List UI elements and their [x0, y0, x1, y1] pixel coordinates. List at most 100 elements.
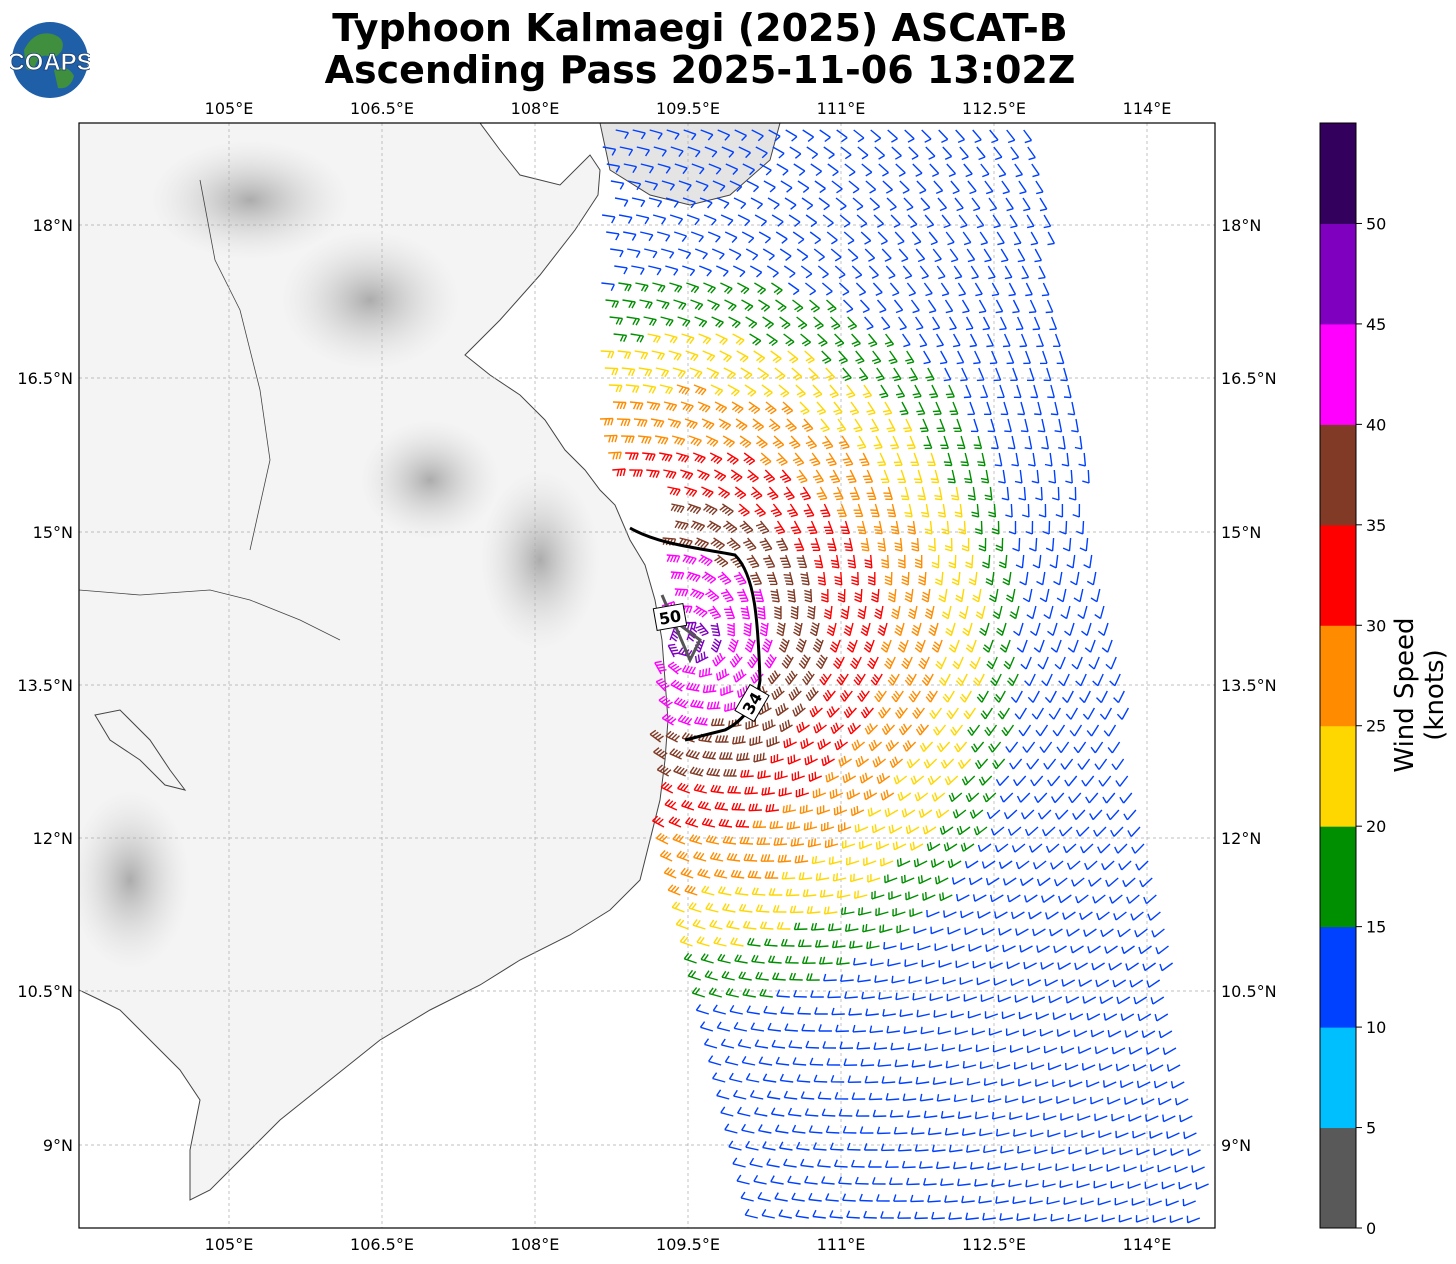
wind-barb	[667, 643, 680, 658]
wind-barb	[996, 1061, 1011, 1070]
wind-barb	[724, 701, 738, 712]
wind-barb	[912, 163, 923, 177]
wind-barb	[705, 588, 720, 602]
wind-barb	[1039, 588, 1050, 603]
wind-barb	[1131, 843, 1145, 854]
wind-barb	[907, 1043, 922, 1051]
wind-barb	[759, 537, 773, 552]
wind-barb	[761, 384, 773, 398]
wind-barb	[999, 639, 1011, 653]
wind-barb	[1050, 1213, 1064, 1222]
wind-barb	[717, 953, 731, 964]
wind-barb	[897, 639, 909, 653]
wind-barb	[702, 350, 716, 362]
wind-barb	[1137, 1013, 1152, 1022]
wind-barb	[892, 908, 906, 917]
wind-barb	[1037, 418, 1046, 433]
wind-barb	[1097, 1197, 1111, 1206]
wind-barb	[1007, 435, 1016, 450]
wind-barb	[1026, 605, 1037, 620]
colorbar-tick: 25	[1366, 717, 1386, 736]
wind-barb	[685, 749, 700, 760]
wind-barb	[883, 486, 893, 501]
lat-tick-left: 15°N	[33, 523, 73, 542]
wind-barb	[950, 486, 960, 501]
wind-barb	[957, 1178, 971, 1187]
wind-barb	[844, 991, 858, 999]
wind-barb	[877, 231, 888, 245]
wind-barb	[860, 706, 874, 719]
wind-barb	[862, 469, 874, 484]
wind-barb	[790, 837, 805, 847]
wind-barb	[719, 503, 734, 517]
lon-tick-bottom: 108°E	[511, 1235, 560, 1254]
wind-barb	[657, 231, 671, 242]
wind-barb	[885, 1093, 900, 1101]
wind-barb	[779, 248, 792, 261]
wind-barb	[774, 770, 788, 781]
wind-barb	[718, 486, 731, 499]
wind-barb	[855, 350, 865, 365]
wind-barb	[982, 554, 991, 569]
wind-barb	[982, 316, 991, 331]
wind-barb	[879, 924, 893, 934]
wind-barb	[977, 843, 992, 853]
wind-barb	[847, 248, 859, 262]
wind-barb	[821, 350, 832, 364]
wind-barb	[716, 668, 730, 681]
wind-barb	[859, 452, 870, 467]
wind-barb	[734, 129, 747, 141]
wind-barb	[744, 384, 757, 397]
wind-barb	[978, 775, 993, 786]
wind-barb	[1028, 299, 1037, 314]
wind-barb	[702, 750, 717, 760]
wind-barb	[1128, 1047, 1143, 1055]
wind-barb	[793, 622, 803, 637]
wind-barb	[930, 469, 940, 484]
wind-barb	[838, 1108, 853, 1117]
wind-barb	[665, 265, 679, 276]
wind-barb	[751, 954, 765, 964]
wind-barb	[904, 959, 918, 968]
lon-tick-bottom: 114°E	[1123, 1235, 1172, 1254]
wind-barb	[663, 401, 678, 412]
wind-barb	[1043, 758, 1057, 770]
wind-barb	[706, 701, 721, 710]
wind-barb	[936, 333, 944, 348]
lat-tick-left: 12°N	[33, 829, 73, 848]
wind-barb	[991, 1179, 1005, 1187]
wind-barb	[693, 851, 707, 862]
wind-barb	[982, 639, 994, 653]
wind-barb	[710, 384, 724, 396]
wind-barb	[771, 686, 785, 701]
wind-barb	[736, 1174, 750, 1185]
wind-barb	[684, 418, 698, 430]
wind-barb	[927, 775, 942, 786]
wind-barb	[791, 1124, 806, 1134]
wind-barb	[1021, 1162, 1035, 1171]
wind-barb	[1079, 690, 1091, 704]
wind-barb	[1120, 1013, 1135, 1022]
wind-barb	[1020, 809, 1035, 820]
wind-barb	[653, 747, 668, 760]
wind-barb	[825, 367, 836, 381]
wind-barb	[669, 748, 684, 760]
wind-barb	[1028, 452, 1036, 467]
wind-barb	[1050, 860, 1064, 870]
wind-barb	[741, 1056, 756, 1066]
wind-barb	[982, 792, 997, 803]
wind-barb	[792, 452, 805, 467]
wind-barb	[947, 927, 961, 935]
wind-barb	[978, 1195, 992, 1204]
wind-barb	[768, 418, 781, 432]
wind-barb	[712, 1004, 726, 1015]
wind-barb	[880, 1143, 895, 1152]
wind-barb	[911, 537, 920, 552]
wind-barb	[844, 923, 859, 932]
wind-barb	[873, 435, 883, 450]
wind-barb	[1032, 860, 1047, 870]
wind-barb	[1096, 690, 1108, 704]
colorbar-tick: 20	[1366, 817, 1386, 836]
wind-barb	[691, 163, 705, 175]
wind-barb	[802, 670, 815, 686]
